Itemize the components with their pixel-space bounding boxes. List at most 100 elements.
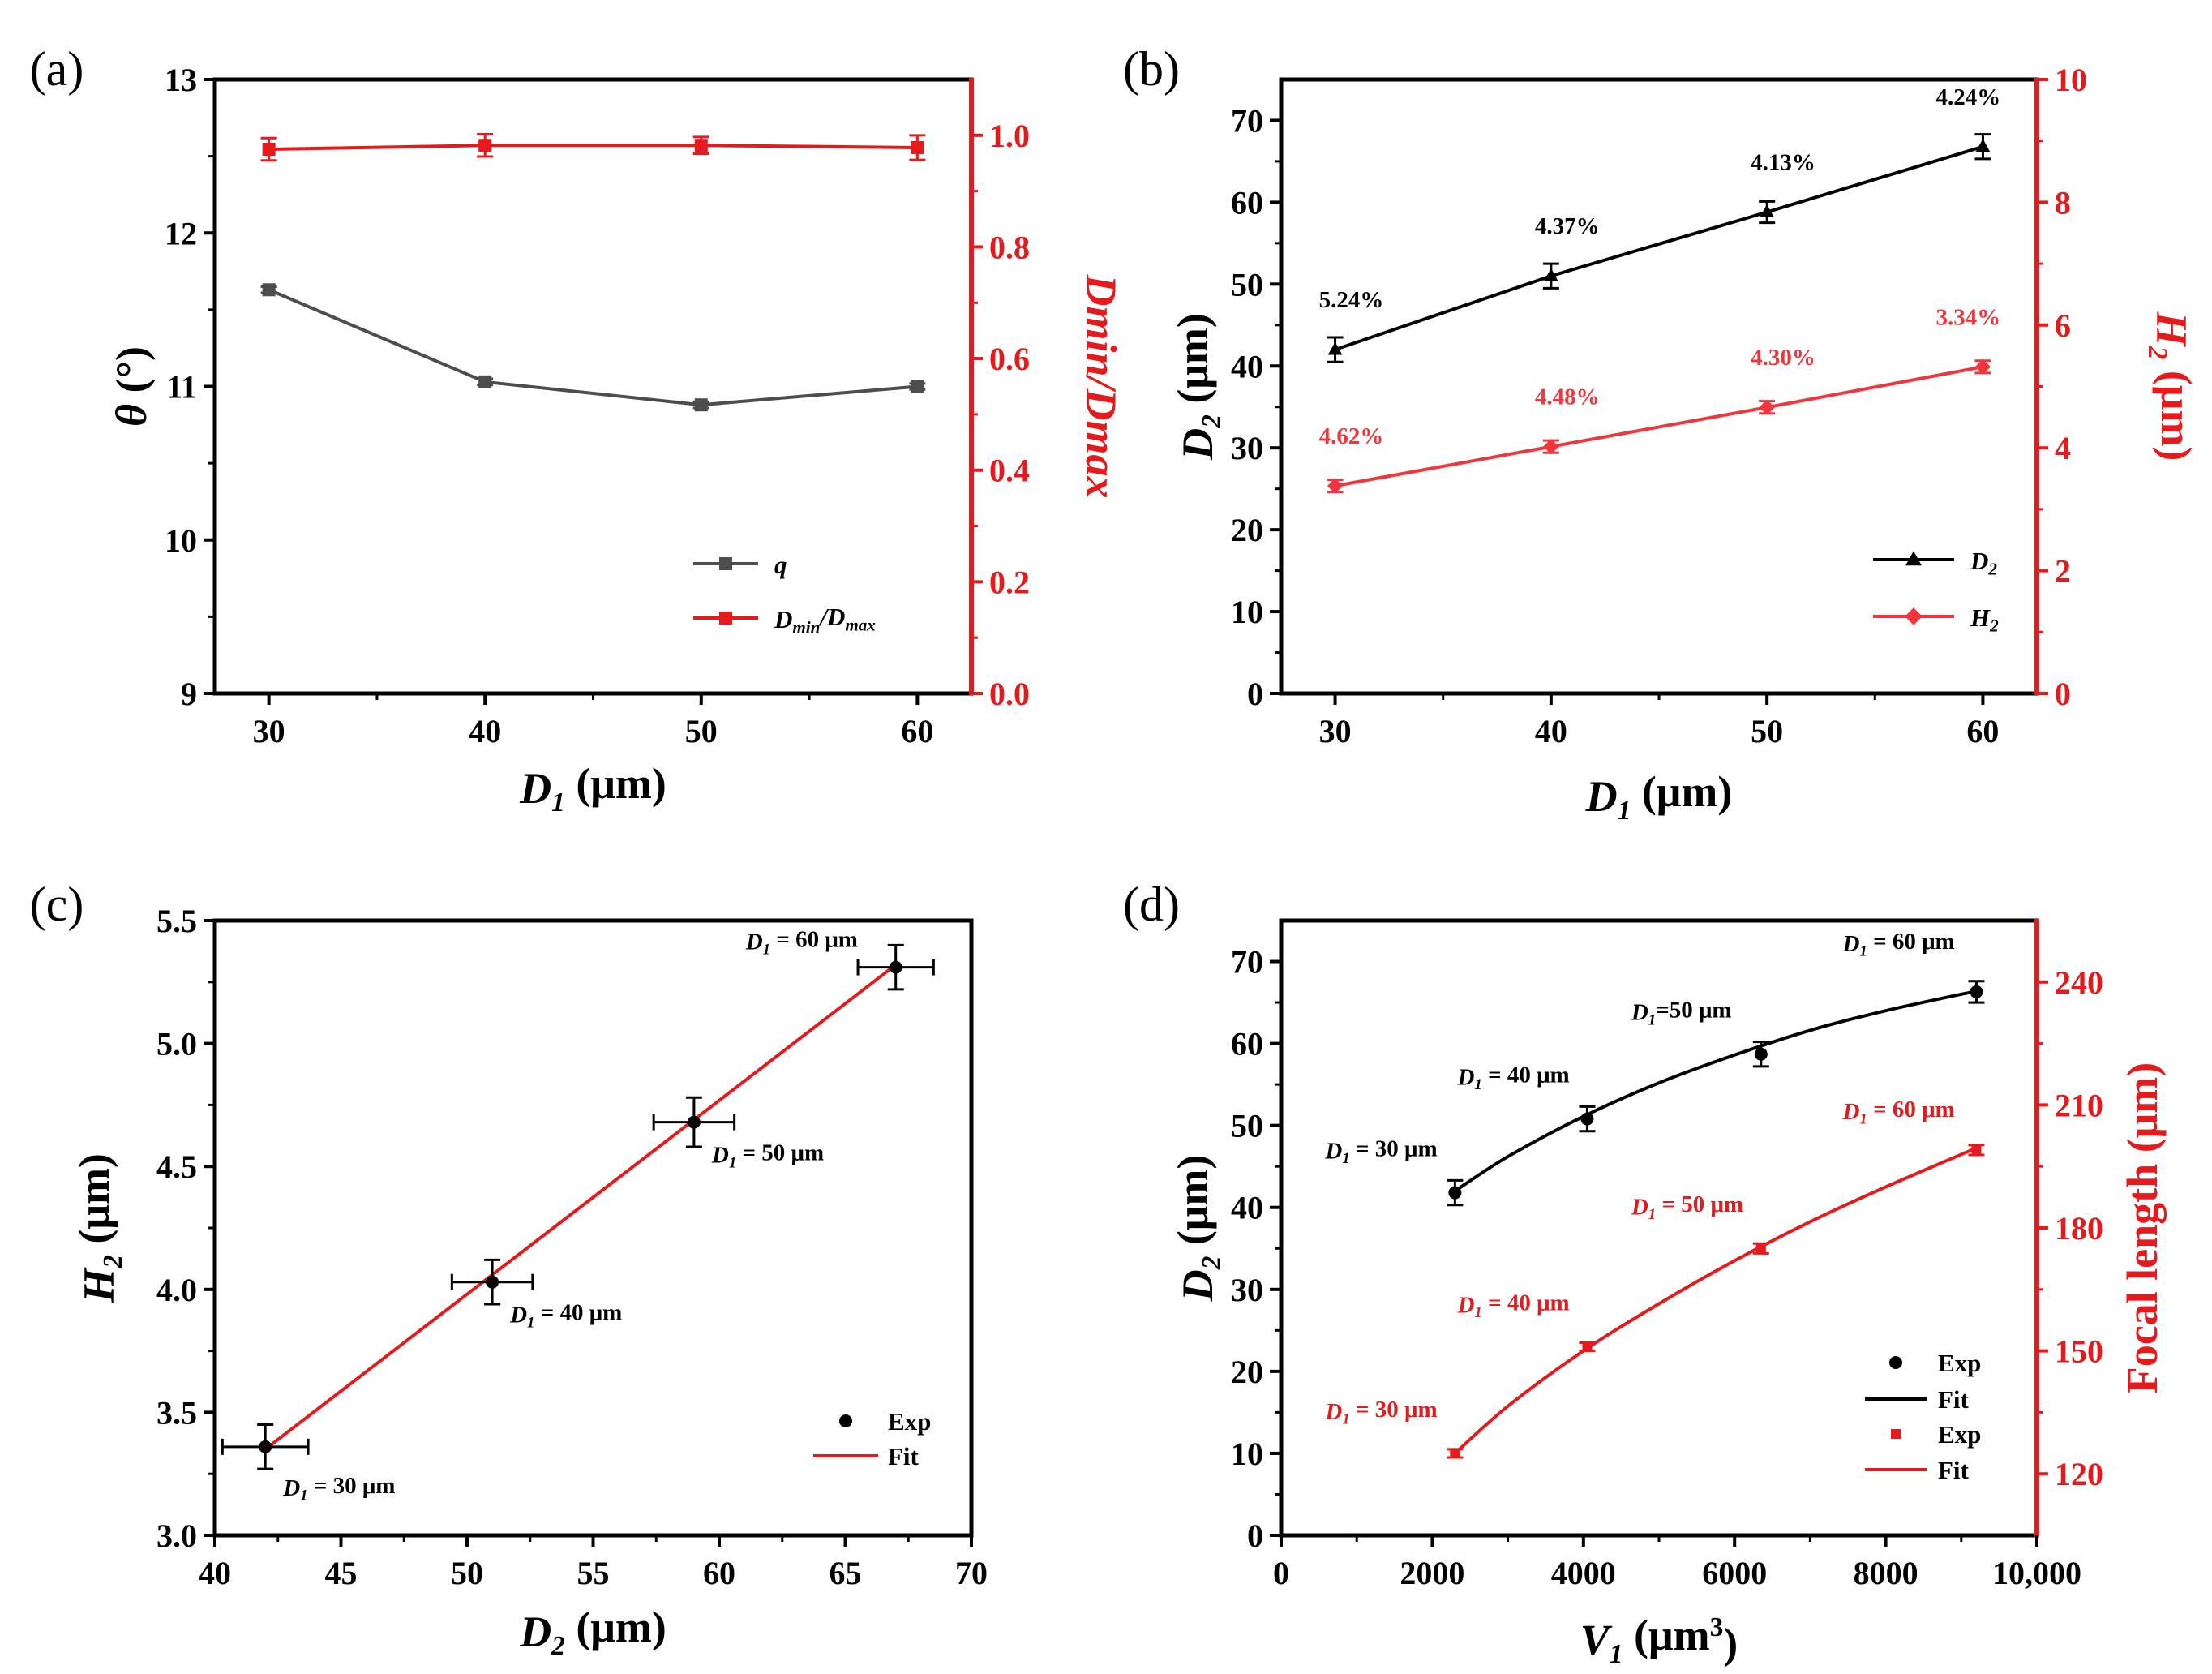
- panel-a-xtick-label: 30: [253, 713, 285, 749]
- panel-c-point: [259, 1440, 272, 1453]
- panel-d-fit-curve-1: [1454, 1146, 1978, 1455]
- panel-d-xtick-label: 2000: [1400, 1555, 1464, 1591]
- panel-d-point: [1582, 1341, 1593, 1352]
- panel-b-ytick-label: 20: [1231, 512, 1263, 548]
- panel-b-ylabel-left: D2 (μm): [1168, 313, 1227, 461]
- panel-c-xtick-label: 50: [451, 1555, 483, 1591]
- panel-b-frame: [1279, 77, 2039, 696]
- panel-d-point: [1755, 1243, 1766, 1254]
- panel-b-ytick-right-label: 2: [2055, 553, 2071, 590]
- panel-b-ytick-label: 50: [1231, 266, 1263, 303]
- panel-c-ytick-label: 5.0: [156, 1026, 197, 1062]
- panel-b-data-label: 4.62%: [1319, 423, 1384, 449]
- panel-a-ytick-label: 9: [181, 676, 197, 712]
- panel-b-xtick-label: 60: [1966, 713, 1999, 749]
- panel-a-legend-label: Dmin/Dmax: [774, 603, 876, 637]
- panel-a-xtick-label: 60: [901, 713, 933, 749]
- panel-d-ytick-label: 0: [1247, 1517, 1263, 1554]
- panel-b-point: [1327, 341, 1343, 355]
- panel-c-ytick-label: 4.0: [156, 1272, 197, 1308]
- panel-d-xtick-label: 8000: [1854, 1555, 1918, 1591]
- panel-a-point: [478, 375, 492, 388]
- panel-b-data-label: 4.13%: [1751, 150, 1815, 176]
- panel-b-ytick-right-label: 4: [2055, 430, 2071, 466]
- panel-a-point: [262, 143, 276, 157]
- panel-d-legend-label: Fit: [1938, 1456, 1970, 1484]
- panel-b-label: (b): [1123, 42, 1180, 96]
- panel-b-ytick-right-label: 0: [2055, 676, 2071, 712]
- panel-b-data-label: 4.30%: [1751, 345, 1815, 371]
- panel-d-fit-curve-0: [1454, 989, 1977, 1193]
- panel-a-point: [694, 139, 708, 152]
- panel-d-annotation: D1 = 30 μm: [1324, 1397, 1437, 1428]
- panel-d-xtick-label: 4000: [1551, 1555, 1616, 1591]
- panel-d-ytick-label: 60: [1231, 1026, 1263, 1062]
- panel-d-legend-label: Exp: [1938, 1420, 1981, 1449]
- panel-d-ytick-right-label: 120: [2055, 1456, 2103, 1492]
- panel-a-ytick-label: 13: [165, 62, 197, 98]
- panel-d-xlabel: V1 (μm3): [1580, 1611, 1738, 1669]
- panel-b-data-label: 5.24%: [1319, 287, 1384, 313]
- panel-c-annotation: D1 = 60 μm: [745, 927, 858, 959]
- panel-b-xlabel: D1 (μm): [1585, 767, 1733, 826]
- panel-d-point: [1448, 1186, 1462, 1200]
- panel-b-series-line-0: [1334, 144, 1984, 351]
- panel-a-legend-marker: [719, 612, 732, 625]
- panel-d-point: [1450, 1448, 1460, 1458]
- panel-c-point: [889, 960, 902, 974]
- panel-b-ytick-label: 60: [1231, 184, 1263, 221]
- panel-a-ytick-right-label: 0.2: [989, 564, 1030, 600]
- panel-d-legend-marker: [1889, 1356, 1902, 1369]
- panel-d-point: [1580, 1112, 1594, 1126]
- panel-c-xtick-label: 45: [325, 1555, 358, 1591]
- panel-c-legend-marker-exp: [839, 1414, 852, 1427]
- panel-b-data-label: 4.37%: [1535, 213, 1600, 239]
- panel-a-point: [694, 398, 708, 412]
- panel-c-xtick-label: 65: [830, 1555, 862, 1591]
- panel-b-data-label: 4.48%: [1535, 384, 1600, 410]
- panel-b-ytick-right-label: 8: [2055, 184, 2071, 221]
- panel-a-legend-marker: [719, 557, 732, 570]
- panel-d-annotation: D1 = 60 μm: [1841, 1097, 1954, 1128]
- panel-b-point: [1974, 358, 1991, 375]
- panel-a-point: [478, 139, 492, 152]
- panel-d-label: (d): [1123, 878, 1180, 931]
- panel-b-data-label: 4.24%: [1936, 84, 2001, 110]
- panel-d-legend-label: Fit: [1938, 1385, 1970, 1414]
- panel-d-ylabel-left: D2 (μm): [1168, 1155, 1227, 1303]
- panel-b-point: [1759, 399, 1775, 415]
- panel-d-point: [1754, 1047, 1768, 1061]
- panel-a-label: (a): [30, 42, 84, 96]
- panel-c-annotation: D1 = 40 μm: [509, 1300, 622, 1332]
- panel-b-series-line-1: [1335, 365, 1983, 488]
- panel-a-ylabel-left: θ (°): [107, 346, 156, 427]
- panel-c-annotation: D1 = 30 μm: [282, 1473, 395, 1504]
- panel-d-ytick-label: 70: [1231, 944, 1263, 981]
- panel-a-ytick-right-label: 1.0: [989, 118, 1030, 154]
- panel-c-legend-label-exp: Exp: [888, 1407, 931, 1436]
- panel-b-ytick-label: 10: [1231, 594, 1263, 630]
- panel-c-xtick-label: 40: [199, 1555, 231, 1591]
- panel-c-xtick-label: 60: [703, 1555, 735, 1591]
- panel-c-point: [486, 1275, 499, 1289]
- panel-b-ytick-label: 70: [1231, 102, 1263, 139]
- panel-a-ytick-label: 10: [165, 522, 197, 559]
- panel-d-ytick-label: 20: [1231, 1354, 1263, 1390]
- panel-a-ytick-right-label: 0.8: [989, 229, 1030, 265]
- panel-d-annotation: D1 = 30 μm: [1324, 1135, 1437, 1167]
- panel-d-xtick-label: 0: [1273, 1555, 1289, 1591]
- panel-b-point: [1543, 439, 1559, 455]
- panel-a-frame: [212, 77, 974, 696]
- panel-b-xtick-label: 40: [1535, 713, 1567, 749]
- panel-d-ytick-label: 10: [1231, 1436, 1263, 1472]
- panel-a-ytick-label: 11: [166, 369, 197, 406]
- panel-a-ytick-right-label: 0.6: [989, 341, 1030, 377]
- panel-d-point: [1970, 985, 1983, 998]
- panel-c-label: (c): [30, 878, 84, 931]
- panel-c-ytick-label: 3.0: [156, 1517, 197, 1554]
- panel-d-annotation: D1 = 50 μm: [1631, 1191, 1743, 1223]
- panel-a-point: [911, 380, 924, 393]
- panel-c-ytick-label: 4.5: [156, 1148, 197, 1185]
- panel-b-legend-marker: [1905, 607, 1923, 625]
